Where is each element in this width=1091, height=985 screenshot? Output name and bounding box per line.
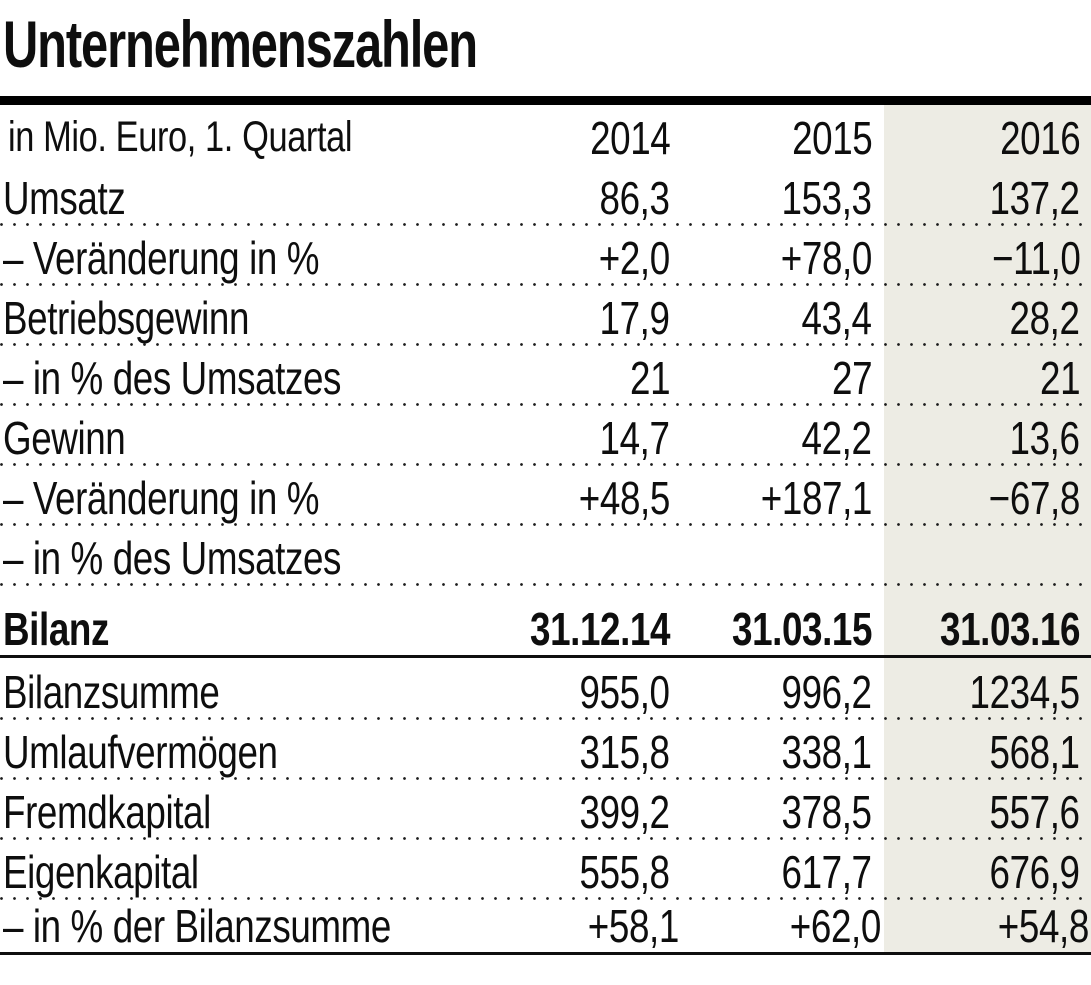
- row-label: Umlaufvermögen: [3, 726, 278, 778]
- cell-value: 21: [629, 352, 671, 404]
- cell-value: 676,9: [989, 846, 1080, 898]
- cell-value: 86,3: [599, 172, 670, 224]
- bilanz-section-title: Bilanz: [3, 603, 109, 655]
- column-header-2016: 2016: [999, 112, 1081, 164]
- cell-value: +58,1: [587, 900, 680, 952]
- column-header-2014: 2014: [589, 112, 671, 164]
- highlight-column-2016: [884, 105, 1091, 955]
- cell-value: 378,5: [781, 786, 872, 838]
- table-row-bilanzsumme: Bilanzsumme 955,0 996,2 1234,5: [0, 658, 1091, 720]
- row-label: – in % des Umsatzes: [3, 532, 342, 584]
- cell-value: 955,0: [579, 666, 670, 718]
- cell-value: 568,1: [989, 726, 1080, 778]
- table-row-umlaufvermoegen: Umlaufvermögen 315,8 338,1 568,1: [0, 718, 1091, 780]
- cell-value: 315,8: [579, 726, 670, 778]
- cell-value: 43,4: [801, 292, 872, 344]
- row-label: Bilanzsumme: [3, 666, 220, 718]
- cell-value: 42,2: [801, 412, 872, 464]
- row-label: – Veränderung in %: [3, 232, 320, 284]
- unit-note: in Mio. Euro, 1. Quartal: [8, 113, 353, 161]
- table-row-gewinn-veraenderung: – Veränderung in % +48,5 +187,1 −67,8: [0, 464, 1091, 526]
- cell-value: +2,0: [598, 232, 670, 284]
- table-row-umsatz-veraenderung: – Veränderung in % +2,0 +78,0 −11,0: [0, 224, 1091, 286]
- cell-value: 338,1: [781, 726, 872, 778]
- cell-value: +187,1: [760, 472, 873, 524]
- row-label: – Veränderung in %: [3, 472, 320, 524]
- bilanz-column-header-31-12-14: 31.12.14: [529, 603, 670, 655]
- cell-value: [883, 524, 1091, 584]
- table-row-umsatz: Umsatz 86,3 153,3 137,2: [0, 164, 1091, 226]
- cell-value: 13,6: [1009, 412, 1080, 464]
- cell-value: 555,8: [579, 846, 670, 898]
- row-label: Gewinn: [3, 412, 126, 464]
- cell-value: 17,9: [599, 292, 670, 344]
- top-rule: [0, 96, 1091, 105]
- cell-value: −67,8: [988, 472, 1081, 524]
- cell-value: +62,0: [789, 900, 882, 952]
- table-header-row: in Mio. Euro, 1. Quartal 2014 2015 2016: [0, 105, 1091, 164]
- column-header-2015: 2015: [791, 112, 873, 164]
- cell-value: 1234,5: [969, 666, 1081, 718]
- row-label: Eigenkapital: [3, 846, 199, 898]
- cell-value: 153,3: [781, 172, 872, 224]
- cell-value: 557,6: [989, 786, 1080, 838]
- bilanz-column-header-31-03-15: 31.03.15: [731, 603, 872, 655]
- table-row-gewinn: Gewinn 14,7 42,2 13,6: [0, 404, 1091, 466]
- table-row-fremdkapital: Fremdkapital 399,2 378,5 557,6: [0, 778, 1091, 840]
- bilanz-header-row: Bilanz 31.12.14 31.03.15 31.03.16: [0, 584, 1091, 658]
- cell-value: [681, 524, 883, 584]
- cell-value: 28,2: [1009, 292, 1080, 344]
- cell-value: [479, 524, 681, 584]
- cell-value: 27: [831, 352, 873, 404]
- cell-value: +78,0: [780, 232, 873, 284]
- cell-value: +54,8: [997, 900, 1090, 952]
- row-label: – in % der Bilanzsumme: [3, 900, 391, 952]
- table-row-eigenkapital-prozent: – in % der Bilanzsumme +58,1 +62,0 +54,8: [0, 898, 1091, 955]
- bilanz-column-header-31-03-16: 31.03.16: [939, 603, 1080, 655]
- table-row-gewinn-prozent: – in % des Umsatzes: [0, 524, 1091, 586]
- cell-value: 14,7: [599, 412, 670, 464]
- company-figures-table: in Mio. Euro, 1. Quartal 2014 2015 2016 …: [0, 105, 1091, 955]
- row-label: Umsatz: [3, 172, 126, 224]
- table-row-eigenkapital: Eigenkapital 555,8 617,7 676,9: [0, 838, 1091, 900]
- cell-value: 996,2: [781, 666, 872, 718]
- table-row-betriebsgewinn-prozent: – in % des Umsatzes 21 27 21: [0, 344, 1091, 406]
- table-row-betriebsgewinn: Betriebsgewinn 17,9 43,4 28,2: [0, 284, 1091, 346]
- cell-value: −11,0: [991, 232, 1081, 284]
- row-label: Betriebsgewinn: [3, 292, 250, 344]
- cell-value: 399,2: [579, 786, 670, 838]
- row-label: Fremdkapital: [3, 786, 211, 838]
- cell-value: +48,5: [578, 472, 671, 524]
- cell-value: 617,7: [781, 846, 872, 898]
- row-label: – in % des Umsatzes: [3, 352, 342, 404]
- cell-value: 21: [1039, 352, 1081, 404]
- cell-value: 137,2: [989, 172, 1080, 224]
- page-title: Unternehmenszahlen: [3, 7, 478, 81]
